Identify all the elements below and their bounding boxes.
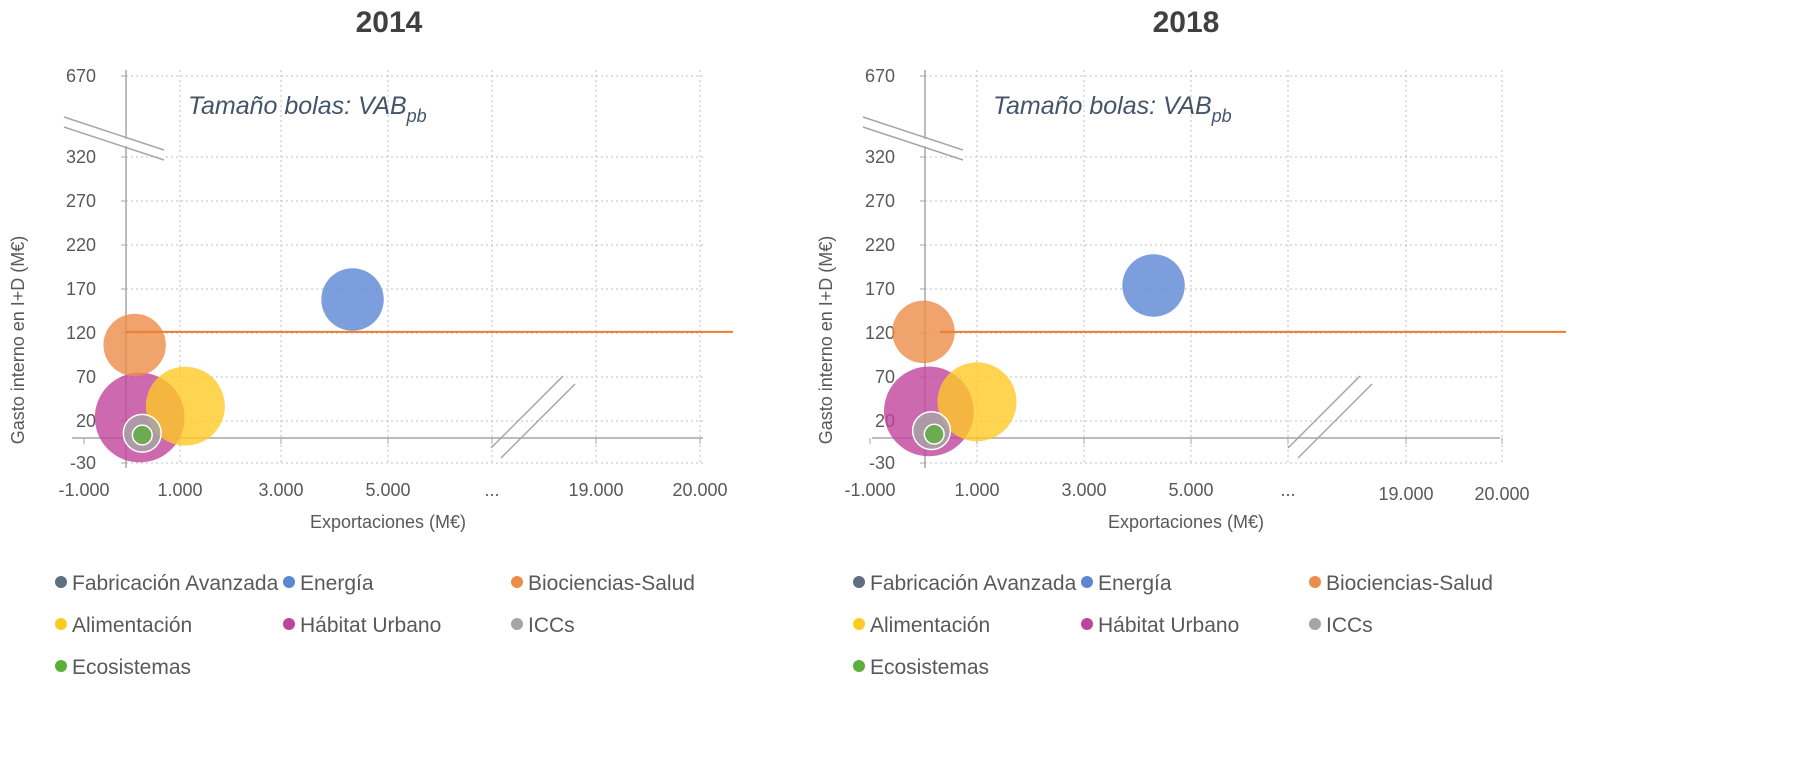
legend-marker (283, 618, 295, 630)
legend-label: Hábitat Urbano (300, 614, 441, 637)
x-axis-label: Exportaciones (M€) (310, 512, 466, 532)
x-tick-label: ... (484, 480, 499, 500)
x-tick-label: 1.000 (157, 480, 202, 500)
bubble-Biociencias-Salud (892, 300, 955, 364)
y-tick-label: 220 (865, 235, 895, 255)
x-tick-label: -1.000 (844, 480, 895, 500)
legend-marker (55, 618, 67, 630)
x-tick-label: 5.000 (1168, 480, 1213, 500)
y-tick-label: 320 (66, 147, 96, 167)
legend-label: Fabricación Avanzada (72, 572, 279, 595)
y-tick-label: 170 (865, 279, 895, 299)
y-axis-break-mark (862, 116, 964, 151)
bubble-Ecosistemas (131, 424, 153, 446)
bubble-Energía (321, 268, 384, 331)
y-tick-label: 120 (865, 323, 895, 343)
legend-label: Ecosistemas (72, 656, 191, 679)
legend-label: ICCs (528, 614, 575, 637)
legend-label: Energía (1098, 572, 1172, 595)
y-axis-break-mark (63, 126, 165, 161)
bubble-Alimentación (937, 362, 1017, 442)
y-tick-label: 670 (66, 66, 96, 86)
x-tick-label: 5.000 (365, 480, 410, 500)
legend-label: Alimentación (72, 614, 192, 637)
x-tick-label: -1.000 (58, 480, 109, 500)
legend-label: Hábitat Urbano (1098, 614, 1239, 637)
y-tick-label: 320 (865, 147, 895, 167)
y-axis-break-gap (64, 118, 164, 159)
legend-2014: Fabricación Avanzada Energía Biociencias-S… (55, 572, 695, 679)
bubble-Energía (1122, 254, 1185, 317)
legend-marker (55, 576, 67, 588)
legend-label: Energía (300, 572, 374, 595)
y-axis-break-mark (63, 116, 165, 151)
y-tick-label: -30 (869, 453, 895, 473)
legend-marker (55, 660, 67, 672)
legend-label: Ecosistemas (870, 656, 989, 679)
y-tick-label: -30 (70, 453, 96, 473)
legend-marker (511, 576, 523, 588)
legend-marker (1081, 618, 1093, 630)
x-axis-break-mark (490, 375, 564, 449)
legend-marker (853, 576, 865, 588)
legend-label: Biociencias-Salud (528, 572, 695, 595)
legend-label: Alimentación (870, 614, 990, 637)
legend-marker (853, 660, 865, 672)
y-tick-label: 670 (865, 66, 895, 86)
bubble-Biociencias-Salud (103, 313, 166, 377)
legend-marker (1309, 618, 1321, 630)
y-tick-label: 220 (66, 235, 96, 255)
bubble-size-note: Tamaño bolas: VABpb (993, 92, 1232, 126)
x-tick-label: 20.000 (672, 480, 727, 500)
y-axis-label: Gasto interno en I+D (M€) (8, 236, 28, 445)
x-tick-label: 20.000 (1474, 484, 1529, 504)
x-tick-label: 19.000 (1378, 484, 1433, 504)
y-tick-label: 270 (66, 191, 96, 211)
legend-2018: Fabricación Avanzada Energía Biociencias-S… (853, 572, 1493, 679)
chart-panel-2014: 2014 670 320 270 220 170 120 70 20 -30 -1.000 1.000… (8, 6, 733, 532)
x-tick-label: ... (1280, 480, 1295, 500)
legend-marker (853, 618, 865, 630)
y-axis-label: Gasto interno en I+D (M€) (816, 236, 836, 445)
legend-marker (511, 618, 523, 630)
chart-title: 2018 (1153, 6, 1220, 39)
x-tick-label: 3.000 (1061, 480, 1106, 500)
legend-label: ICCs (1326, 614, 1373, 637)
legend-marker (283, 576, 295, 588)
legend-marker (1309, 576, 1321, 588)
y-tick-label: 270 (865, 191, 895, 211)
x-tick-label: 19.000 (568, 480, 623, 500)
y-tick-label: 120 (66, 323, 96, 343)
y-tick-label: 70 (76, 367, 96, 387)
chart-title: 2014 (356, 6, 423, 39)
bubble-Alimentación (145, 366, 225, 446)
legend-marker (1081, 576, 1093, 588)
bubble-size-note-subscript: pb (1211, 106, 1232, 126)
x-tick-label: 3.000 (258, 480, 303, 500)
y-tick-label: 170 (66, 279, 96, 299)
x-axis-break-mark (1297, 383, 1373, 459)
legend-label: Fabricación Avanzada (870, 572, 1077, 595)
y-axis-break-mark (862, 126, 964, 161)
bubble-Ecosistemas (923, 423, 945, 445)
x-axis-label: Exportaciones (M€) (1108, 512, 1264, 532)
x-axis-break-mark (500, 383, 576, 459)
x-tick-label: 1.000 (954, 480, 999, 500)
y-tick-label: 70 (875, 367, 895, 387)
y-axis-break-gap (863, 118, 963, 159)
x-axis-break-mark (1287, 375, 1361, 449)
bubble-size-note: Tamaño bolas: VABpb (188, 92, 427, 126)
legend-label: Biociencias-Salud (1326, 572, 1493, 595)
y-tick-label: 20 (76, 411, 96, 431)
bubble-size-note-subscript: pb (406, 106, 427, 126)
